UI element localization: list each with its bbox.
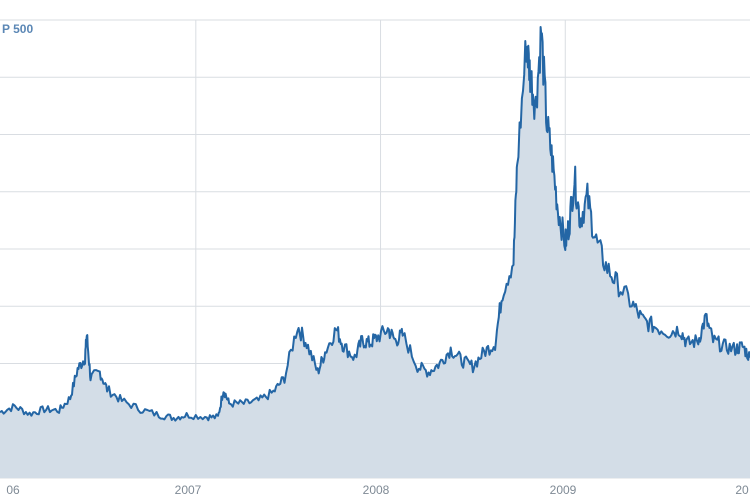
x-tick-label: 20: [735, 483, 749, 497]
x-tick-label: 2007: [175, 483, 202, 497]
x-tick-label: 2009: [550, 483, 577, 497]
series-area: [0, 27, 750, 478]
series-line: [0, 26, 750, 422]
series-label: P 500: [2, 22, 34, 36]
x-tick-label: 2008: [363, 483, 390, 497]
x-axis-ticks: 06 2007 2008 2009 20: [6, 483, 749, 497]
x-tick-label: 06: [6, 483, 20, 497]
